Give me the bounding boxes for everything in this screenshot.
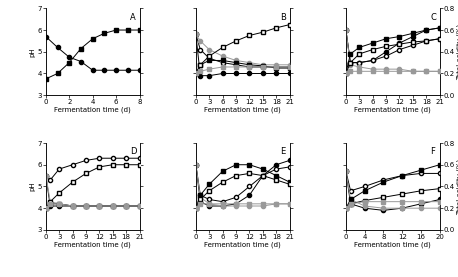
Text: E: E — [280, 147, 285, 156]
X-axis label: Fermentation time (d): Fermentation time (d) — [354, 107, 431, 113]
Text: C: C — [431, 13, 436, 22]
X-axis label: Fermentation time (d): Fermentation time (d) — [55, 107, 131, 113]
Y-axis label: pH: pH — [30, 182, 36, 191]
Text: A: A — [130, 13, 136, 22]
X-axis label: Fermentation time (d): Fermentation time (d) — [204, 242, 281, 248]
X-axis label: Fermentation time (d): Fermentation time (d) — [204, 107, 281, 113]
X-axis label: Fermentation time (d): Fermentation time (d) — [55, 242, 131, 248]
Y-axis label: pH: pH — [30, 47, 36, 57]
X-axis label: Fermentation time (d): Fermentation time (d) — [354, 242, 431, 248]
Y-axis label: Total acidity (%): Total acidity (%) — [457, 24, 458, 80]
Text: D: D — [130, 147, 136, 156]
Y-axis label: Total acidity (%): Total acidity (%) — [457, 158, 458, 215]
Text: B: B — [280, 13, 286, 22]
Text: F: F — [431, 147, 435, 156]
